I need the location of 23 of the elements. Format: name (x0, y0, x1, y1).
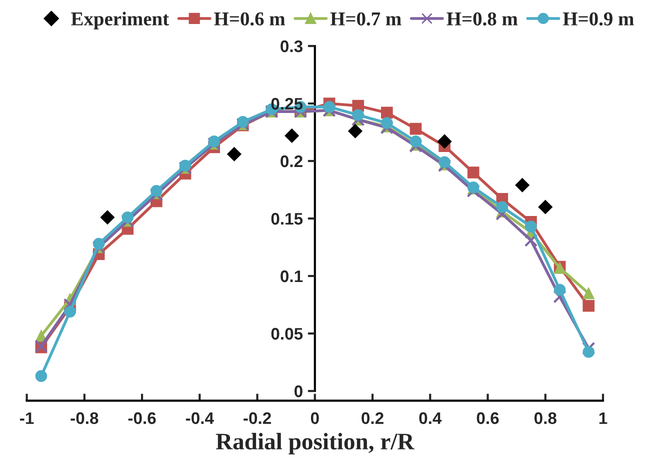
legend-label: H=0.8 m (446, 12, 518, 26)
y-tick-label: 0 (294, 385, 302, 398)
x-tick-label: 1 (599, 412, 608, 424)
x-axis-title: Radial position, r/R (216, 432, 414, 454)
legend-label: H=0.6 m (214, 12, 286, 26)
x-tick-label: -0.8 (70, 412, 98, 424)
x-tick-label: -1 (20, 412, 34, 424)
x-tick-label: -0.2 (244, 412, 271, 424)
x-tick-label: 0.8 (534, 412, 556, 424)
y-tick-label: 0.15 (271, 212, 303, 225)
x-tick-label: 0.4 (419, 412, 442, 424)
x-tick-label: 0.2 (362, 412, 384, 424)
x-tick-label: 0.6 (476, 412, 499, 424)
legend-label: H=0.9 m (562, 12, 634, 26)
x-tick-label: -0.4 (186, 412, 214, 424)
y-tick-label: 0.05 (271, 328, 303, 340)
legend-label: H=0.7 m (330, 12, 402, 26)
legend-label: Experiment (71, 12, 169, 30)
y-tick-label: 0.2 (280, 155, 302, 168)
y-tick-label: 0.1 (280, 270, 303, 282)
x-tick-label: -0.6 (128, 412, 156, 424)
x-tick-label: 0 (310, 412, 319, 424)
y-tick-label: 0.3 (280, 40, 302, 52)
